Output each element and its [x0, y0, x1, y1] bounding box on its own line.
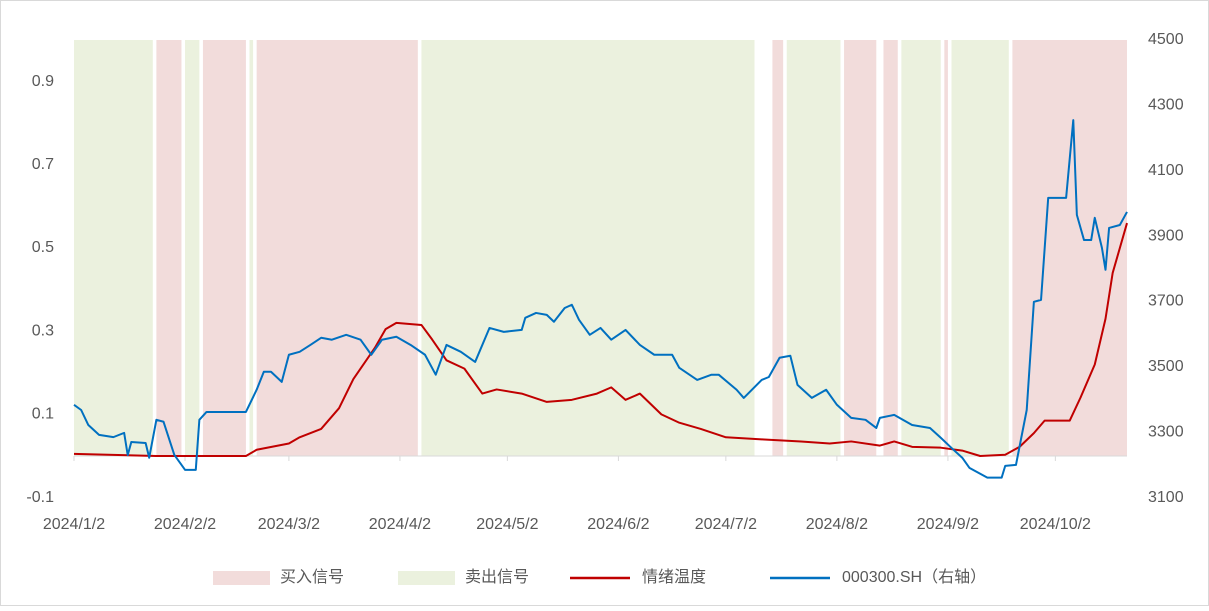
y2-tick-label: 3700 [1148, 293, 1184, 310]
signal-band [74, 40, 153, 456]
legend-swatch [398, 571, 455, 585]
legend-label: 情绪温度 [642, 568, 706, 586]
signal-band [1012, 40, 1127, 456]
y-tick-label: 0.3 [32, 322, 54, 339]
y-tick-label: 0.7 [32, 156, 54, 173]
series-line [73, 119, 1128, 479]
signal-band [249, 40, 254, 456]
y-tick-label: -0.1 [26, 489, 54, 506]
signal-band [844, 40, 877, 456]
y2-tick-label: 4500 [1148, 31, 1184, 48]
x-tick-label: 2024/4/2 [369, 516, 431, 533]
y2-tick-label: 3100 [1148, 489, 1184, 506]
y-tick-label: 0.1 [32, 406, 54, 423]
y-tick-label: 0.9 [32, 73, 54, 90]
signal-band [772, 40, 784, 456]
series-line [73, 222, 1128, 457]
signal-band [901, 40, 941, 456]
x-tick-label: 2024/2/2 [154, 516, 216, 533]
signal-band [202, 40, 246, 456]
y2-tick-label: 3500 [1148, 358, 1184, 375]
x-tick-label: 2024/1/2 [43, 516, 105, 533]
legend-label: 卖出信号 [465, 568, 529, 586]
signal-band [185, 40, 200, 456]
x-tick-label: 2024/6/2 [587, 516, 649, 533]
signal-band [156, 40, 182, 456]
y2-tick-label: 4300 [1148, 97, 1184, 114]
x-tick-label: 2024/8/2 [806, 516, 868, 533]
signal-band [951, 40, 1009, 456]
signal-band [786, 40, 841, 456]
y-tick-label: 0.5 [32, 239, 54, 256]
x-tick-label: 2024/5/2 [476, 516, 538, 533]
signal-band [944, 40, 948, 456]
x-tick-label: 2024/7/2 [695, 516, 757, 533]
y2-tick-label: 4100 [1148, 162, 1184, 179]
signal-band [421, 40, 755, 456]
legend-swatch [213, 571, 270, 585]
x-tick-label: 2024/9/2 [917, 516, 979, 533]
y2-tick-label: 3900 [1148, 227, 1184, 244]
x-tick-label: 2024/3/2 [258, 516, 320, 533]
x-tick-label: 2024/10/2 [1020, 516, 1091, 533]
legend-label: 买入信号 [280, 568, 344, 586]
y2-tick-label: 3300 [1148, 423, 1184, 440]
signal-band [883, 40, 898, 456]
signal-band [256, 40, 418, 456]
legend-label: 000300.SH（右轴） [842, 568, 986, 586]
